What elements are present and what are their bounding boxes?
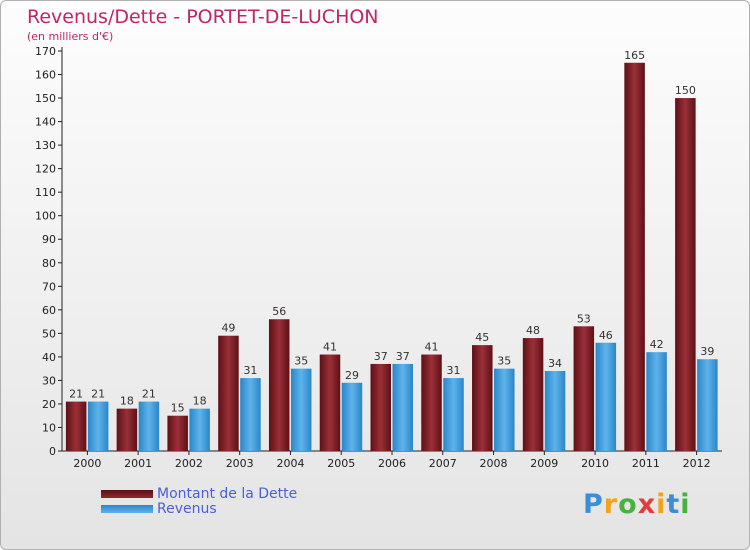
- x-tick-label: 2004: [276, 457, 304, 470]
- x-tick-label: 2005: [327, 457, 355, 470]
- x-tick-label: 2009: [530, 457, 558, 470]
- y-tick-label: 150: [35, 92, 56, 105]
- data-label-revenue: 46: [599, 329, 613, 342]
- y-tick-label: 80: [42, 257, 56, 270]
- data-label-revenue: 37: [396, 350, 410, 363]
- chart-title: Revenus/Dette - PORTET-DE-LUCHON: [27, 6, 379, 28]
- legend-swatch-revenue: [101, 505, 153, 513]
- bar-debt: [675, 98, 696, 451]
- x-tick-label: 2002: [175, 457, 203, 470]
- data-label-debt: 53: [577, 312, 591, 325]
- bar-revenue: [87, 401, 109, 451]
- x-tick-label: 2000: [73, 457, 101, 470]
- bar-revenue: [138, 401, 160, 451]
- bar-revenue: [697, 359, 718, 451]
- y-tick-label: 140: [35, 116, 56, 129]
- y-tick-label: 40: [42, 351, 56, 364]
- logo-letter: i: [656, 489, 667, 520]
- bar-debt: [319, 354, 341, 451]
- x-tick-label: 2008: [480, 457, 508, 470]
- bar-revenue: [341, 382, 363, 451]
- y-tick-label: 90: [42, 233, 56, 246]
- data-label-debt: 18: [120, 395, 134, 408]
- bar-revenue: [290, 368, 312, 451]
- y-tick-label: 20: [42, 398, 56, 411]
- legend-swatch-debt: [101, 490, 153, 498]
- bar-debt: [421, 354, 442, 451]
- data-label-revenue: 18: [193, 395, 207, 408]
- x-tick-label: 2012: [683, 457, 711, 470]
- y-tick-label: 100: [35, 210, 56, 223]
- bar-revenue: [189, 408, 210, 451]
- data-label-revenue: 31: [447, 364, 461, 377]
- data-label-debt: 41: [425, 341, 439, 354]
- y-tick-label: 10: [42, 421, 56, 434]
- x-tick-label: 2001: [124, 457, 152, 470]
- logo-letter: r: [603, 489, 619, 520]
- bar-debt: [624, 62, 645, 451]
- logo-letter: i: [680, 489, 691, 520]
- x-tick-label: 2011: [632, 457, 660, 470]
- bar-debt: [218, 335, 239, 451]
- x-tick-label: 2006: [378, 457, 406, 470]
- logo-letter: x: [637, 489, 657, 520]
- bar-debt: [573, 326, 595, 451]
- data-label-revenue: 31: [243, 364, 257, 377]
- data-label-revenue: 35: [497, 355, 511, 368]
- bar-revenue: [595, 342, 617, 451]
- y-tick-label: 60: [42, 304, 56, 317]
- bar-revenue: [494, 368, 515, 451]
- bar-revenue: [443, 378, 464, 451]
- data-label-debt: 41: [323, 341, 337, 354]
- data-label-revenue: 35: [294, 355, 308, 368]
- legend-label-debt: Montant de la Dette: [157, 486, 298, 502]
- y-tick-label: 130: [35, 139, 56, 152]
- data-label-debt: 49: [221, 322, 235, 335]
- bar-debt: [116, 408, 138, 451]
- data-label-revenue: 42: [650, 338, 664, 351]
- y-tick-label: 120: [35, 163, 56, 176]
- data-label-debt: 56: [272, 305, 286, 318]
- bar-debt: [167, 415, 188, 451]
- data-label-revenue: 21: [142, 388, 156, 401]
- logo-letter: o: [618, 489, 638, 520]
- logo-letter: t: [666, 489, 681, 520]
- legend-label-revenue: Revenus: [157, 501, 217, 517]
- y-tick-label: 110: [35, 186, 56, 199]
- y-tick-label: 160: [35, 69, 56, 82]
- bar-debt: [370, 363, 391, 451]
- data-label-debt: 165: [624, 49, 645, 62]
- y-tick-label: 50: [42, 327, 56, 340]
- data-label-revenue: 34: [548, 357, 562, 370]
- bar-revenue: [240, 378, 261, 451]
- proxiti-logo: Proxiti: [583, 489, 691, 520]
- bar-debt: [268, 319, 290, 451]
- bar-debt: [65, 401, 87, 451]
- bar-revenue: [646, 352, 667, 451]
- data-label-revenue: 21: [91, 388, 105, 401]
- data-label-revenue: 29: [345, 369, 359, 382]
- chart-subtitle: (en milliers d'€): [27, 30, 114, 43]
- data-label-debt: 48: [526, 324, 540, 337]
- y-tick-label: 0: [49, 445, 56, 458]
- data-label-debt: 150: [675, 84, 696, 97]
- x-tick-label: 2007: [429, 457, 457, 470]
- bar-debt: [472, 345, 493, 451]
- bar-revenue: [544, 371, 566, 451]
- logo-letter: P: [583, 489, 604, 520]
- y-tick-label: 170: [35, 45, 56, 58]
- x-tick-label: 2010: [581, 457, 609, 470]
- data-label-revenue: 39: [700, 345, 714, 358]
- x-tick-label: 2003: [226, 457, 254, 470]
- y-tick-label: 70: [42, 280, 56, 293]
- data-label-debt: 37: [374, 350, 388, 363]
- bar-debt: [522, 338, 544, 451]
- data-label-debt: 21: [69, 388, 83, 401]
- y-tick-label: 30: [42, 374, 56, 387]
- data-label-debt: 45: [475, 331, 489, 344]
- bar-revenue: [392, 363, 413, 451]
- data-label-debt: 15: [171, 402, 185, 415]
